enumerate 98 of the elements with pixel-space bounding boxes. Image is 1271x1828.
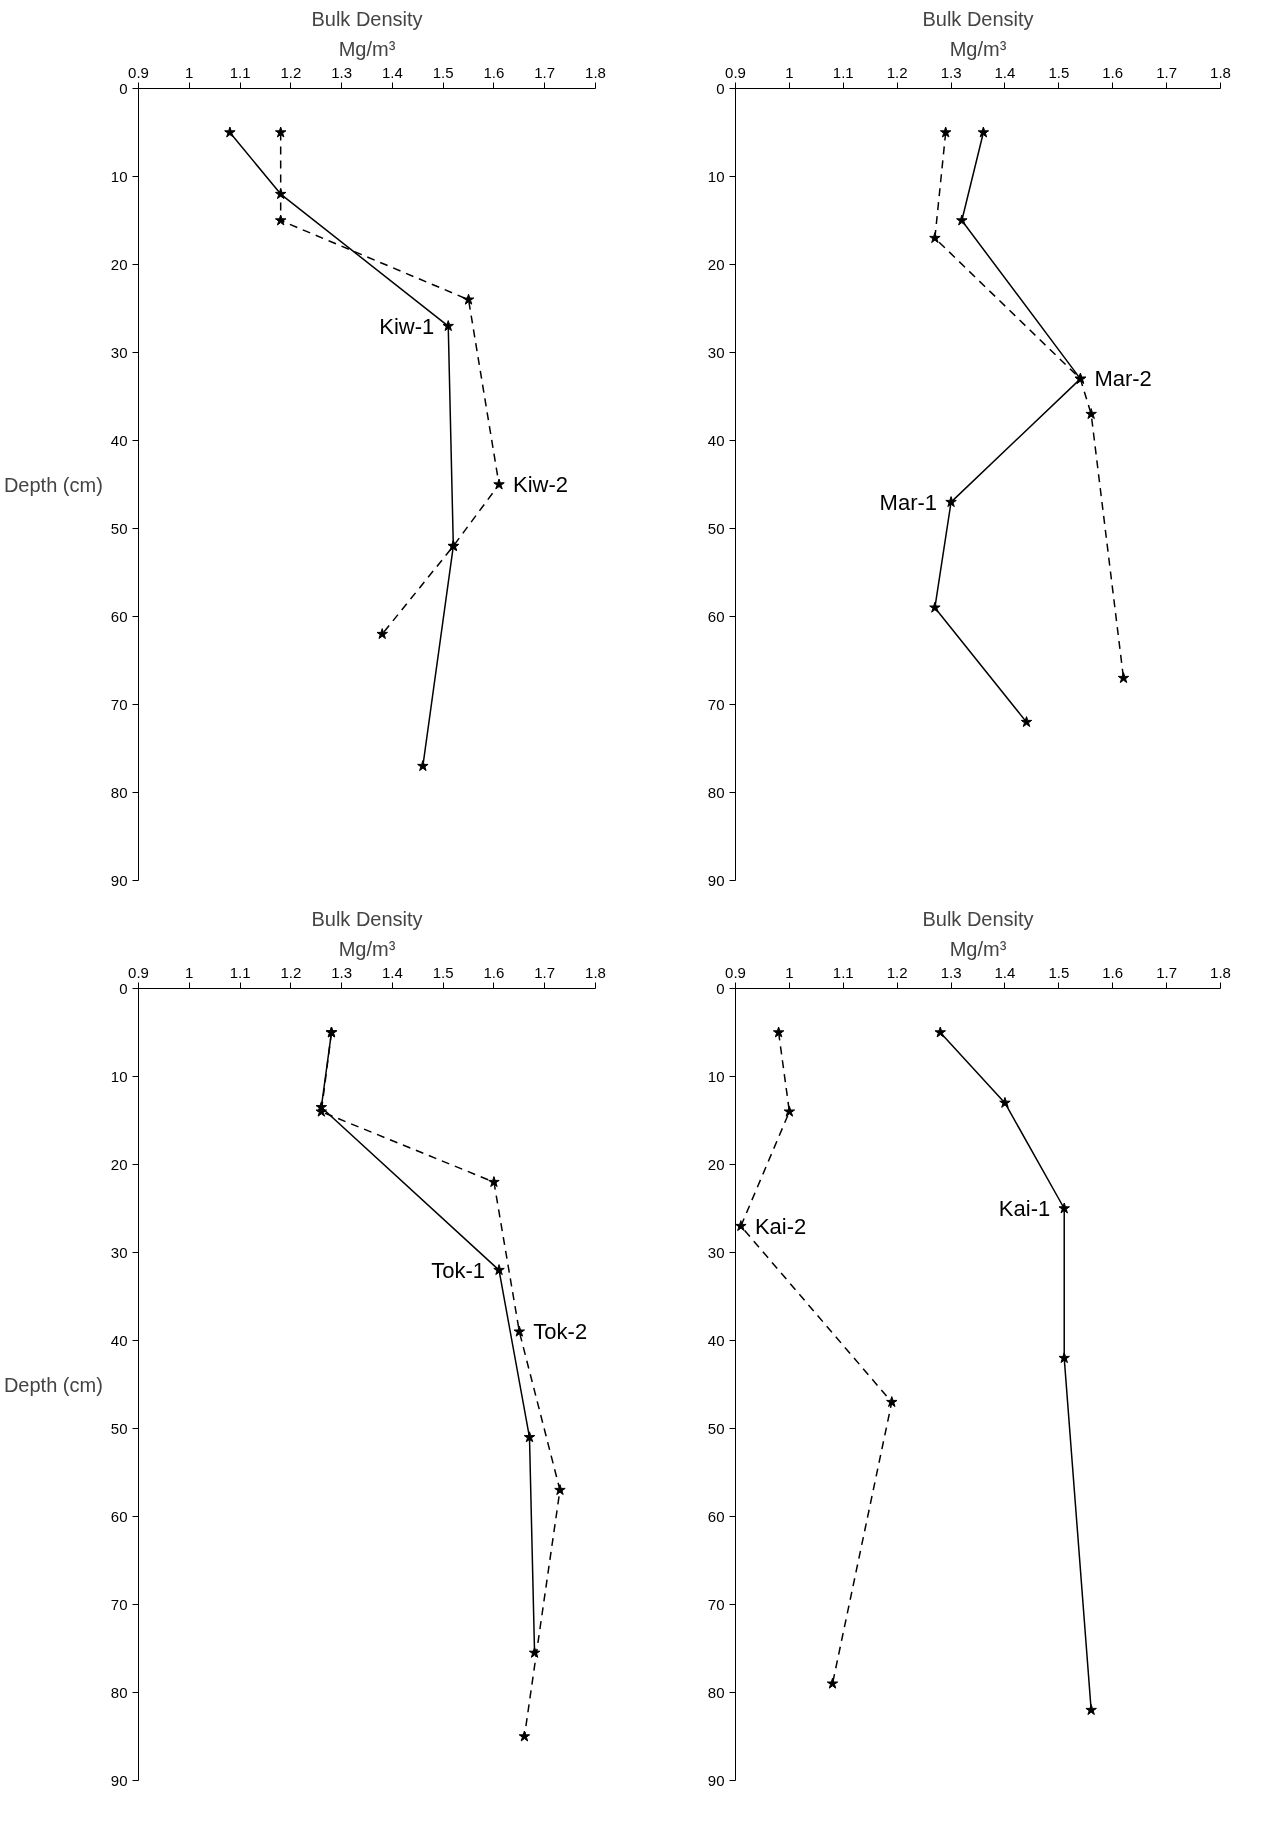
x-tick-label: 1.2 bbox=[280, 63, 302, 81]
x-tick-label: 1.6 bbox=[1102, 963, 1124, 981]
y-tick-label: 80 bbox=[707, 1683, 725, 1701]
x-tick-label: 0.9 bbox=[725, 63, 746, 81]
x-axis-title: Mg/m³ bbox=[338, 937, 396, 960]
x-tick-label: 1.4 bbox=[381, 963, 403, 981]
x-axis-title: Mg/m³ bbox=[949, 937, 1007, 960]
series-label: Tok-1 bbox=[431, 1257, 486, 1283]
y-axis-title: Depth (cm) bbox=[3, 1373, 103, 1396]
series-label: Mar-1 bbox=[879, 489, 938, 515]
x-tick-label: 0.9 bbox=[128, 63, 149, 81]
x-tick-label: 1.4 bbox=[994, 963, 1016, 981]
x-tick-label: 1.8 bbox=[585, 963, 606, 981]
y-tick-label: 80 bbox=[110, 783, 128, 801]
y-tick-label: 30 bbox=[707, 1243, 725, 1261]
y-tick-label: 90 bbox=[110, 1771, 128, 1789]
y-tick-label: 10 bbox=[110, 1067, 128, 1085]
y-tick-label: 30 bbox=[110, 343, 128, 361]
y-tick-label: 60 bbox=[110, 1507, 128, 1525]
x-tick-label: 1.2 bbox=[886, 63, 908, 81]
y-tick-label: 0 bbox=[716, 979, 725, 997]
x-tick-label: 1.3 bbox=[940, 963, 962, 981]
y-tick-label: 40 bbox=[707, 431, 725, 449]
x-tick-label: 1.1 bbox=[832, 963, 854, 981]
y-tick-label: 60 bbox=[707, 607, 725, 625]
x-tick-label: 1.5 bbox=[1048, 63, 1070, 81]
x-tick-label: 1.1 bbox=[229, 63, 251, 81]
y-tick-label: 0 bbox=[716, 79, 725, 97]
y-tick-label: 0 bbox=[119, 79, 128, 97]
y-tick-label: 80 bbox=[110, 1683, 128, 1701]
y-tick-label: 70 bbox=[110, 695, 128, 713]
y-tick-label: 40 bbox=[110, 431, 128, 449]
x-axis-title: Mg/m³ bbox=[338, 37, 396, 60]
y-tick-label: 0 bbox=[119, 979, 128, 997]
series-label: Kiw-1 bbox=[379, 313, 435, 339]
chart-title: Bulk Density bbox=[922, 7, 1034, 30]
x-tick-label: 1.4 bbox=[994, 63, 1016, 81]
y-tick-label: 40 bbox=[110, 1331, 128, 1349]
y-tick-label: 50 bbox=[110, 1419, 128, 1437]
x-tick-label: 1.7 bbox=[1156, 63, 1178, 81]
x-tick-label: 1.1 bbox=[229, 963, 251, 981]
y-tick-label: 90 bbox=[110, 871, 128, 889]
x-tick-label: 1 bbox=[185, 963, 194, 981]
x-tick-label: 1.7 bbox=[1156, 963, 1178, 981]
x-tick-label: 1.5 bbox=[432, 63, 454, 81]
series-label: Kai-1 bbox=[998, 1196, 1051, 1221]
x-axis-title: Mg/m³ bbox=[949, 37, 1007, 60]
y-tick-label: 20 bbox=[110, 1155, 128, 1173]
chart-title: Bulk Density bbox=[311, 7, 423, 30]
x-tick-label: 1.6 bbox=[1102, 63, 1124, 81]
x-tick-label: 1.2 bbox=[280, 963, 302, 981]
x-tick-label: 1 bbox=[785, 963, 794, 981]
y-tick-label: 10 bbox=[707, 167, 725, 185]
y-tick-label: 60 bbox=[110, 607, 128, 625]
x-tick-label: 0.9 bbox=[128, 963, 149, 981]
x-tick-label: 1.8 bbox=[1210, 963, 1231, 981]
y-tick-label: 40 bbox=[707, 1331, 725, 1349]
y-tick-label: 50 bbox=[110, 519, 128, 537]
y-tick-label: 20 bbox=[707, 255, 725, 273]
x-tick-label: 1.1 bbox=[832, 63, 854, 81]
y-tick-label: 60 bbox=[707, 1507, 725, 1525]
series-label: Kai-2 bbox=[754, 1213, 807, 1239]
y-tick-label: 10 bbox=[707, 1067, 725, 1085]
y-tick-label: 50 bbox=[707, 1419, 725, 1437]
x-tick-label: 0.9 bbox=[725, 963, 746, 981]
x-tick-label: 1.5 bbox=[1048, 963, 1070, 981]
y-tick-label: 30 bbox=[110, 1243, 128, 1261]
x-tick-label: 1.7 bbox=[534, 63, 556, 81]
series-label: Mar-2 bbox=[1094, 366, 1152, 392]
x-tick-label: 1.2 bbox=[886, 963, 908, 981]
chart-title: Bulk Density bbox=[311, 907, 423, 930]
x-tick-label: 1.3 bbox=[940, 63, 962, 81]
y-tick-label: 80 bbox=[707, 783, 725, 801]
series-label: Kiw-2 bbox=[513, 472, 569, 497]
series-label: Tok-2 bbox=[533, 1319, 588, 1345]
y-tick-label: 30 bbox=[707, 343, 725, 361]
y-axis-title: Depth (cm) bbox=[3, 473, 103, 496]
x-tick-label: 1.8 bbox=[585, 63, 606, 81]
y-tick-label: 90 bbox=[707, 1771, 725, 1789]
x-tick-label: 1.3 bbox=[331, 963, 353, 981]
x-tick-label: 1.5 bbox=[432, 963, 454, 981]
y-tick-label: 10 bbox=[110, 167, 128, 185]
y-tick-label: 70 bbox=[707, 1595, 725, 1613]
y-tick-label: 20 bbox=[707, 1155, 725, 1173]
y-tick-label: 70 bbox=[110, 1595, 128, 1613]
x-tick-label: 1 bbox=[785, 63, 794, 81]
x-tick-label: 1.8 bbox=[1210, 63, 1231, 81]
x-tick-label: 1.3 bbox=[331, 63, 353, 81]
y-tick-label: 90 bbox=[707, 871, 725, 889]
x-tick-label: 1 bbox=[185, 63, 194, 81]
chart-title: Bulk Density bbox=[922, 907, 1034, 930]
y-tick-label: 20 bbox=[110, 255, 128, 273]
x-tick-label: 1.4 bbox=[381, 63, 403, 81]
x-tick-label: 1.6 bbox=[483, 63, 505, 81]
y-tick-label: 70 bbox=[707, 695, 725, 713]
y-tick-label: 50 bbox=[707, 519, 725, 537]
x-tick-label: 1.7 bbox=[534, 963, 556, 981]
x-tick-label: 1.6 bbox=[483, 963, 505, 981]
